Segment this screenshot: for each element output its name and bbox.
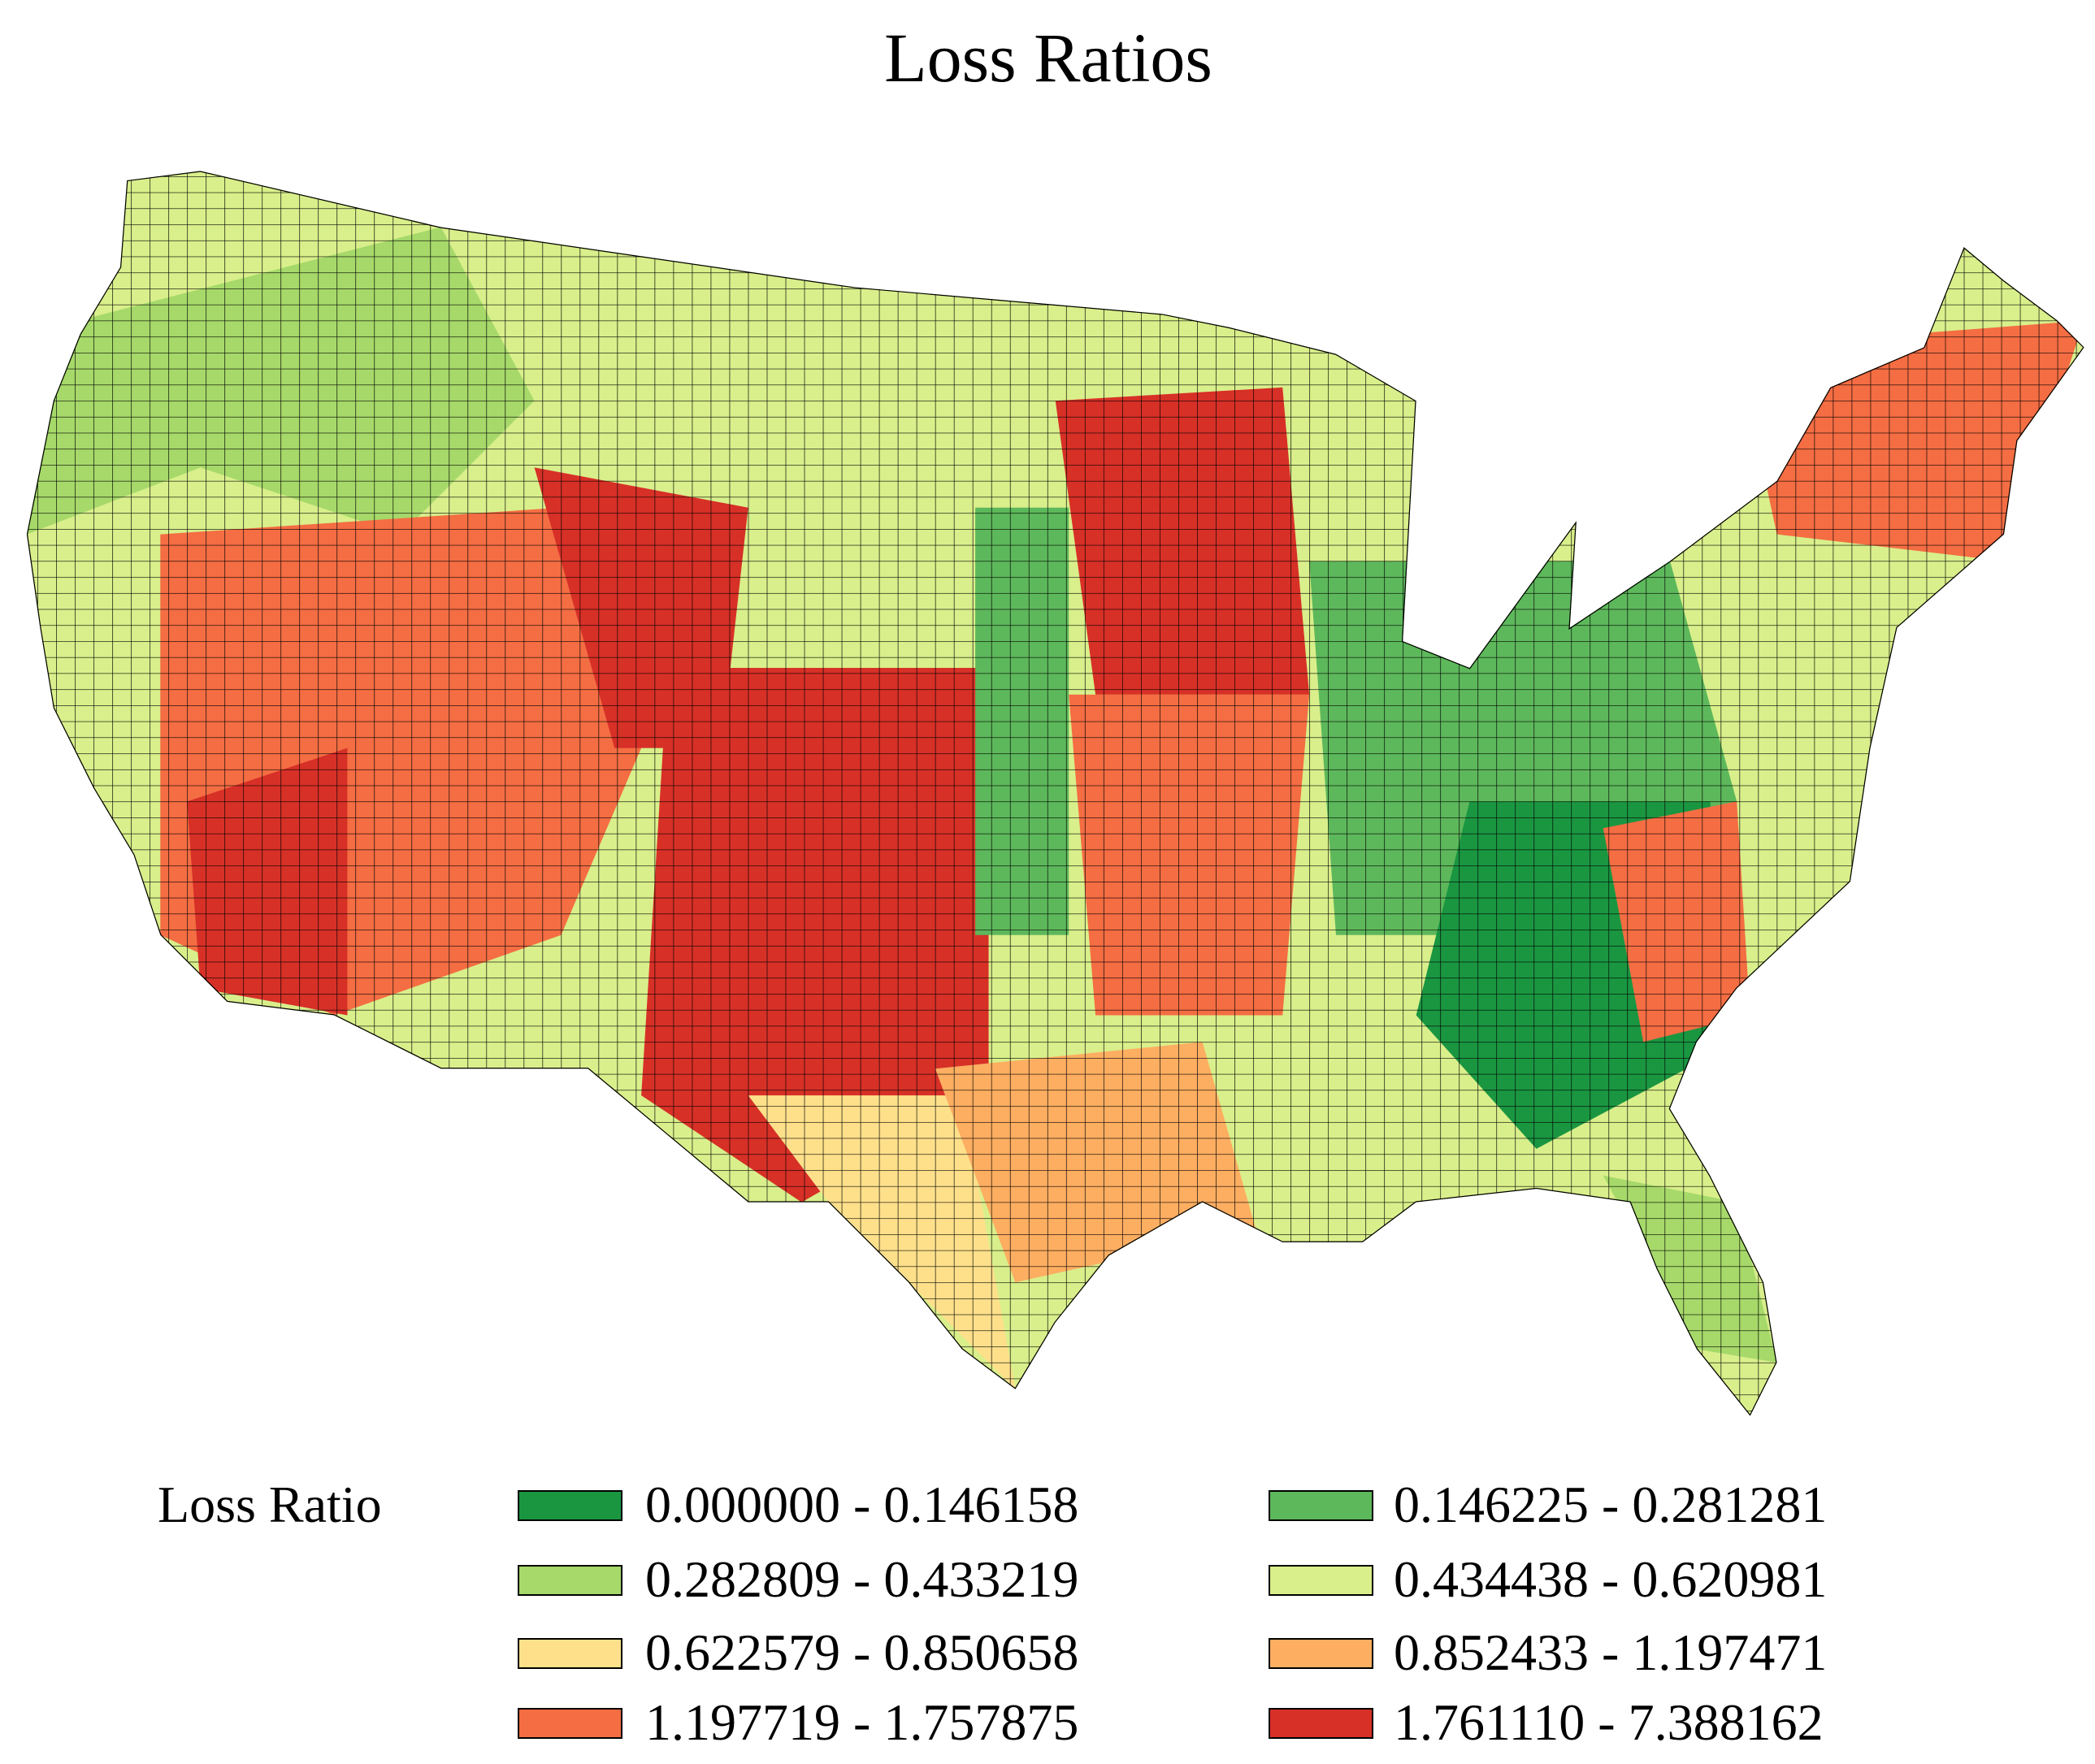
legend-swatch [518, 1708, 622, 1739]
legend-swatch [518, 1565, 622, 1596]
legend-swatch [518, 1638, 622, 1669]
legend-label: 0.146225 - 0.281281 [1394, 1476, 1827, 1533]
legend-swatch [518, 1490, 622, 1521]
legend-label: 0.434438 - 0.620981 [1394, 1550, 1827, 1608]
legend-label: 0.622579 - 0.850658 [645, 1623, 1078, 1681]
legend-label: 0.000000 - 0.146158 [645, 1476, 1078, 1533]
legend-swatch [1269, 1490, 1373, 1521]
map-title: Loss Ratios [884, 19, 1212, 97]
legend-label: 1.197719 - 1.757875 [645, 1693, 1078, 1751]
legend-label: 0.852433 - 1.197471 [1394, 1623, 1827, 1681]
legend-label: 0.282809 - 0.433219 [645, 1550, 1078, 1608]
county-borders [26, 171, 2084, 1416]
legend-swatch [1269, 1708, 1373, 1739]
legend-label: 1.761110 - 7.388162 [1394, 1693, 1824, 1751]
legend: 0.000000 - 0.146158 0.146225 - 0.281281 0.… [518, 1476, 1827, 1751]
us-map [26, 171, 2084, 1416]
legend-swatch [1269, 1638, 1373, 1669]
legend-title: Loss Ratio [158, 1476, 382, 1533]
legend-swatch [1269, 1565, 1373, 1596]
